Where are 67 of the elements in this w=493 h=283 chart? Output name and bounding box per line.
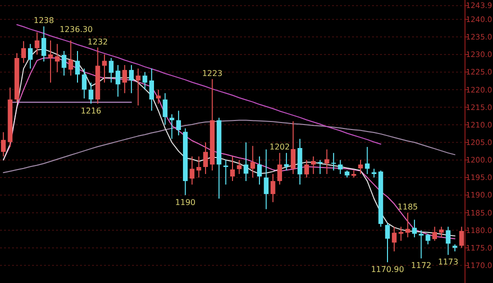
- candlestick: [116, 64, 120, 98]
- candlestick: [426, 233, 430, 245]
- candlestick: [82, 68, 87, 99]
- candlestick: [311, 156, 316, 175]
- candlestick: [203, 142, 208, 175]
- candlestick: [190, 156, 194, 186]
- annotation: 1172: [411, 261, 432, 270]
- annotation: 1173: [438, 258, 458, 267]
- candlestick: [324, 148, 330, 175]
- candlestick: [338, 159, 343, 175]
- candlestick: [304, 159, 309, 178]
- annotation: 1170.90: [370, 265, 404, 274]
- annotation: 1223: [202, 68, 222, 78]
- candlestick: [331, 152, 336, 172]
- candlestick: [21, 40, 26, 64]
- candlestick: [1, 132, 6, 157]
- candlestick: [62, 50, 66, 76]
- annotation: 1238: [34, 16, 54, 26]
- candlestick: [223, 159, 228, 186]
- candlestick: [358, 159, 363, 175]
- line-series: [16, 24, 382, 145]
- candlestick: [284, 152, 289, 172]
- candlestick: [432, 226, 438, 242]
- candlestick: [108, 58, 114, 84]
- candlestick: [88, 82, 94, 104]
- annotation: 1202: [269, 142, 290, 152]
- candlestick: [48, 40, 53, 84]
- candlestick: [176, 110, 181, 136]
- candlestick: [318, 159, 322, 175]
- candlestick: [149, 68, 154, 112]
- candlestick: [28, 43, 33, 70]
- line-series: [2, 120, 456, 174]
- candlestick: [136, 68, 141, 106]
- candlestick: [412, 219, 417, 238]
- candlestick: [41, 26, 46, 62]
- candlestick: [385, 222, 390, 263]
- candlestick: [244, 142, 248, 182]
- candlestick: [250, 145, 256, 178]
- candlestick: [122, 64, 128, 94]
- candlestick: [446, 226, 451, 256]
- candlestick: [459, 226, 464, 248]
- candlestick: [270, 174, 276, 203]
- candlestick: [162, 92, 168, 126]
- candlestick: [392, 226, 397, 252]
- candlestick: [439, 226, 444, 238]
- annotation: 1185: [398, 202, 418, 212]
- candlestick: [277, 152, 282, 186]
- candlestick: [364, 146, 370, 175]
- annotation: 1236.30: [60, 24, 93, 34]
- candlestick: [102, 54, 107, 84]
- candlestick: [236, 159, 242, 175]
- annotation: 1190: [175, 198, 196, 207]
- candlestick: [68, 40, 74, 76]
- candlestick: [54, 43, 60, 73]
- candlestick: [398, 226, 404, 242]
- candlestick: [257, 156, 262, 186]
- annotation: 1232: [88, 37, 108, 46]
- candlestick: [264, 148, 269, 210]
- candlestick: [142, 72, 148, 90]
- candlestick: [156, 89, 161, 104]
- annotation: 1216: [80, 106, 102, 116]
- candlestick: [290, 120, 296, 175]
- candlestick: [129, 64, 134, 94]
- candlestick: [75, 50, 80, 84]
- candlestick: [196, 156, 202, 178]
- candlestick: [230, 156, 235, 182]
- candlestick: [34, 32, 40, 55]
